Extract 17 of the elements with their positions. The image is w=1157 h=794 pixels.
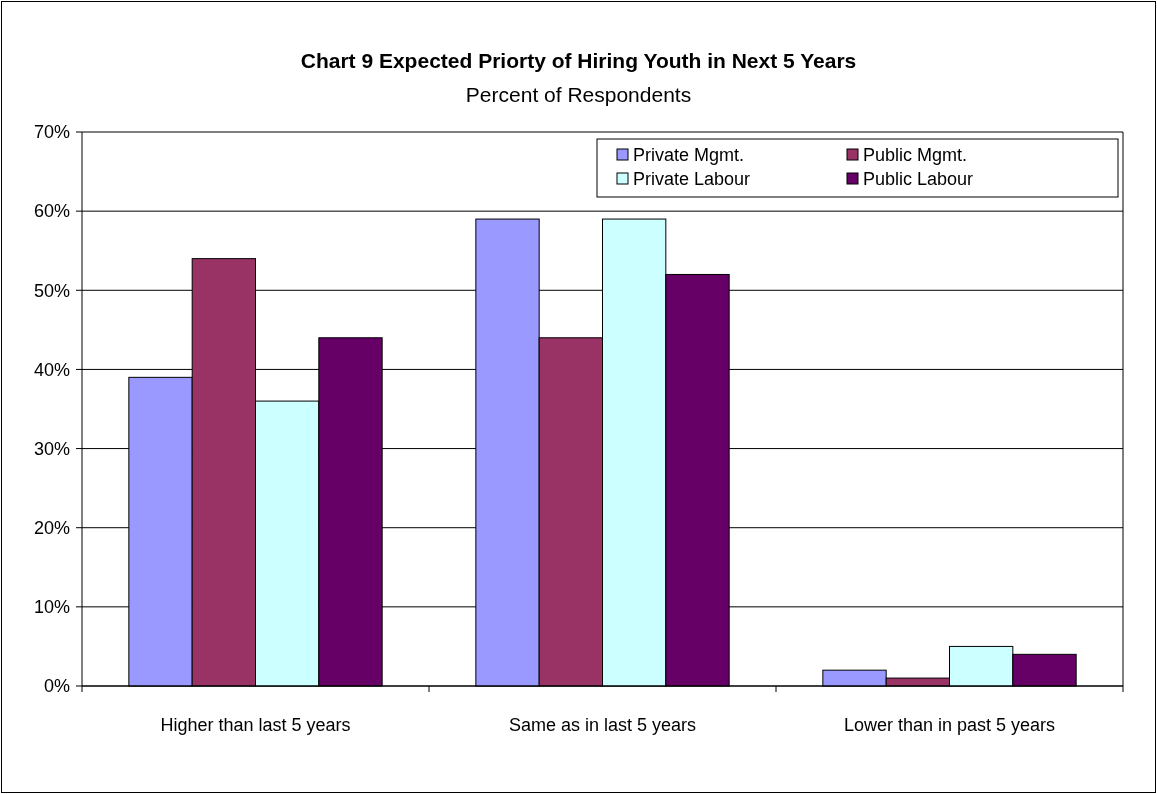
x-tick-label: Lower than in past 5 years	[843, 715, 1056, 735]
y-tick-label: 50%	[33, 280, 70, 301]
y-tick-label: 30%	[33, 438, 70, 459]
y-tick-label: 40%	[33, 359, 70, 380]
y-tick-label: 60%	[33, 201, 70, 222]
x-tick-label: Higher than last 5 years	[160, 715, 351, 735]
y-tick-label: 0%	[43, 676, 70, 697]
legend-label: Private Mgmt.	[633, 145, 745, 165]
y-tick-label: 70%	[33, 122, 70, 143]
legend-label: Private Labour	[633, 169, 751, 189]
chart-subtitle: Percent of Respondents	[465, 83, 692, 106]
legend-label: Public Labour	[863, 169, 974, 189]
legend-label: Public Mgmt.	[863, 145, 968, 165]
y-tick-label: 10%	[33, 597, 70, 618]
x-tick-label: Same as in last 5 years	[508, 715, 697, 735]
chart-title: Chart 9 Expected Priorty of Hiring Youth in Next 5 Years	[300, 49, 857, 72]
y-tick-label: 20%	[33, 518, 70, 539]
